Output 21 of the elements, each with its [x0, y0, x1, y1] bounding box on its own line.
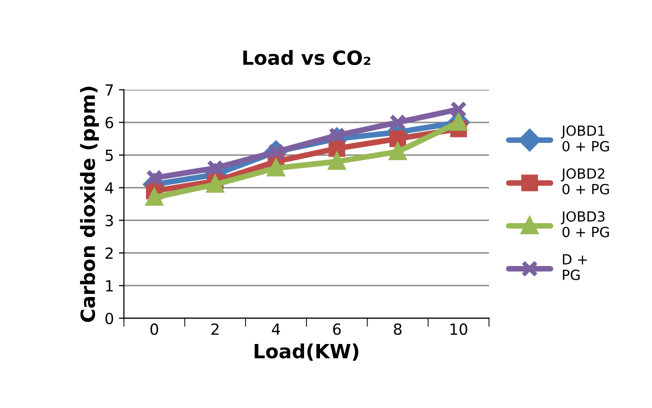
x-tick-label: 8: [394, 323, 402, 335]
x-tick-label: 10: [450, 323, 468, 335]
x-tick-label: 2: [211, 323, 218, 335]
y-tick-label: 6: [106, 116, 114, 128]
y-tick-label: 3: [106, 214, 113, 226]
y-tick-label: 1: [106, 280, 113, 292]
x-tick-label: 0: [150, 323, 158, 335]
x-axis-title: Load(KW): [254, 343, 358, 361]
y-axis-title: Carbon dioxide (ppm): [80, 86, 99, 322]
legend-label: D + PG: [562, 254, 587, 280]
y-tick-label: 7: [106, 84, 113, 96]
legend-label: JOBD3 0 + PG: [560, 211, 609, 238]
x-tick-label: 6: [333, 323, 341, 335]
y-tick-label: 0: [105, 312, 114, 324]
legend-label: JOBD1 0 + PG: [560, 125, 609, 152]
y-tick-label: 4: [105, 182, 114, 194]
x-tick-label: 4: [272, 324, 280, 335]
chart-title: Load vs CO₂: [243, 50, 370, 66]
y-tick-label: 2: [106, 247, 113, 259]
legend-label: JOBD2 0 + PG: [560, 168, 609, 194]
y-tick-label: 5: [106, 150, 113, 162]
